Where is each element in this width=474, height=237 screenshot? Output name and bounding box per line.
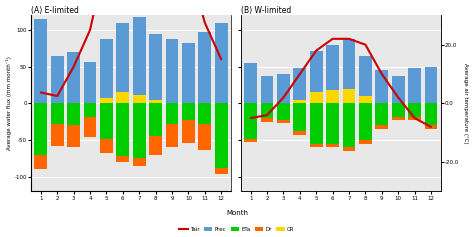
- Bar: [67, 52, 80, 103]
- Bar: [310, 92, 323, 103]
- Bar: [149, 100, 162, 103]
- Bar: [326, 144, 339, 147]
- Bar: [359, 56, 372, 103]
- Bar: [310, 144, 323, 147]
- Bar: [199, 32, 211, 103]
- Bar: [199, 124, 211, 150]
- Text: (B) W-limited: (B) W-limited: [241, 5, 291, 14]
- Bar: [359, 103, 372, 140]
- Bar: [359, 96, 372, 103]
- Bar: [215, 23, 228, 103]
- Bar: [326, 103, 339, 144]
- Bar: [100, 139, 113, 153]
- Bar: [343, 39, 356, 103]
- Bar: [51, 103, 64, 124]
- Bar: [100, 98, 113, 103]
- Bar: [117, 23, 129, 103]
- Bar: [83, 103, 96, 117]
- Bar: [343, 103, 356, 147]
- Bar: [375, 103, 388, 125]
- Bar: [117, 92, 129, 103]
- Bar: [67, 125, 80, 147]
- Bar: [375, 70, 388, 103]
- Bar: [117, 103, 129, 156]
- Bar: [165, 39, 178, 103]
- Bar: [277, 119, 290, 123]
- Bar: [51, 56, 64, 103]
- Bar: [343, 147, 356, 151]
- Bar: [326, 90, 339, 103]
- Bar: [182, 103, 195, 119]
- Text: (A) E-limited: (A) E-limited: [31, 5, 79, 14]
- Bar: [215, 103, 228, 168]
- Bar: [199, 103, 211, 124]
- Bar: [133, 95, 146, 103]
- Bar: [35, 103, 47, 155]
- Bar: [392, 103, 405, 117]
- Bar: [133, 17, 146, 103]
- Bar: [425, 125, 438, 129]
- Bar: [35, 19, 47, 103]
- Bar: [67, 103, 80, 125]
- Bar: [425, 103, 438, 125]
- Bar: [261, 76, 273, 103]
- Bar: [293, 100, 306, 103]
- Y-axis label: Average water flux (mm month⁻¹): Average water flux (mm month⁻¹): [6, 56, 11, 150]
- Bar: [310, 103, 323, 144]
- Bar: [133, 103, 146, 159]
- Text: Month: Month: [226, 210, 248, 216]
- Bar: [215, 168, 228, 174]
- Bar: [165, 124, 178, 147]
- Bar: [244, 103, 257, 139]
- Bar: [117, 156, 129, 162]
- Bar: [35, 155, 47, 169]
- Bar: [51, 124, 64, 146]
- Bar: [392, 76, 405, 103]
- Bar: [261, 103, 273, 118]
- Bar: [408, 103, 421, 117]
- Bar: [133, 159, 146, 166]
- Bar: [261, 118, 273, 122]
- Bar: [83, 62, 96, 103]
- Bar: [182, 119, 195, 143]
- Bar: [100, 39, 113, 103]
- Bar: [244, 63, 257, 103]
- Bar: [392, 117, 405, 120]
- Bar: [149, 34, 162, 103]
- Bar: [293, 68, 306, 103]
- Bar: [277, 103, 290, 119]
- Bar: [293, 103, 306, 131]
- Bar: [359, 140, 372, 144]
- Y-axis label: Average air temperature (°C): Average air temperature (°C): [464, 63, 468, 144]
- Bar: [408, 117, 421, 120]
- Bar: [425, 67, 438, 103]
- Bar: [165, 103, 178, 124]
- Bar: [277, 74, 290, 103]
- Legend: Tair, Prec, ETa, Dr, CR: Tair, Prec, ETa, Dr, CR: [177, 225, 297, 234]
- Bar: [326, 45, 339, 103]
- Bar: [244, 139, 257, 142]
- Bar: [408, 68, 421, 103]
- Bar: [83, 117, 96, 137]
- Bar: [343, 89, 356, 103]
- Bar: [149, 137, 162, 155]
- Bar: [100, 103, 113, 139]
- Bar: [293, 131, 306, 135]
- Bar: [149, 103, 162, 137]
- Bar: [375, 125, 388, 129]
- Bar: [182, 43, 195, 103]
- Bar: [310, 50, 323, 103]
